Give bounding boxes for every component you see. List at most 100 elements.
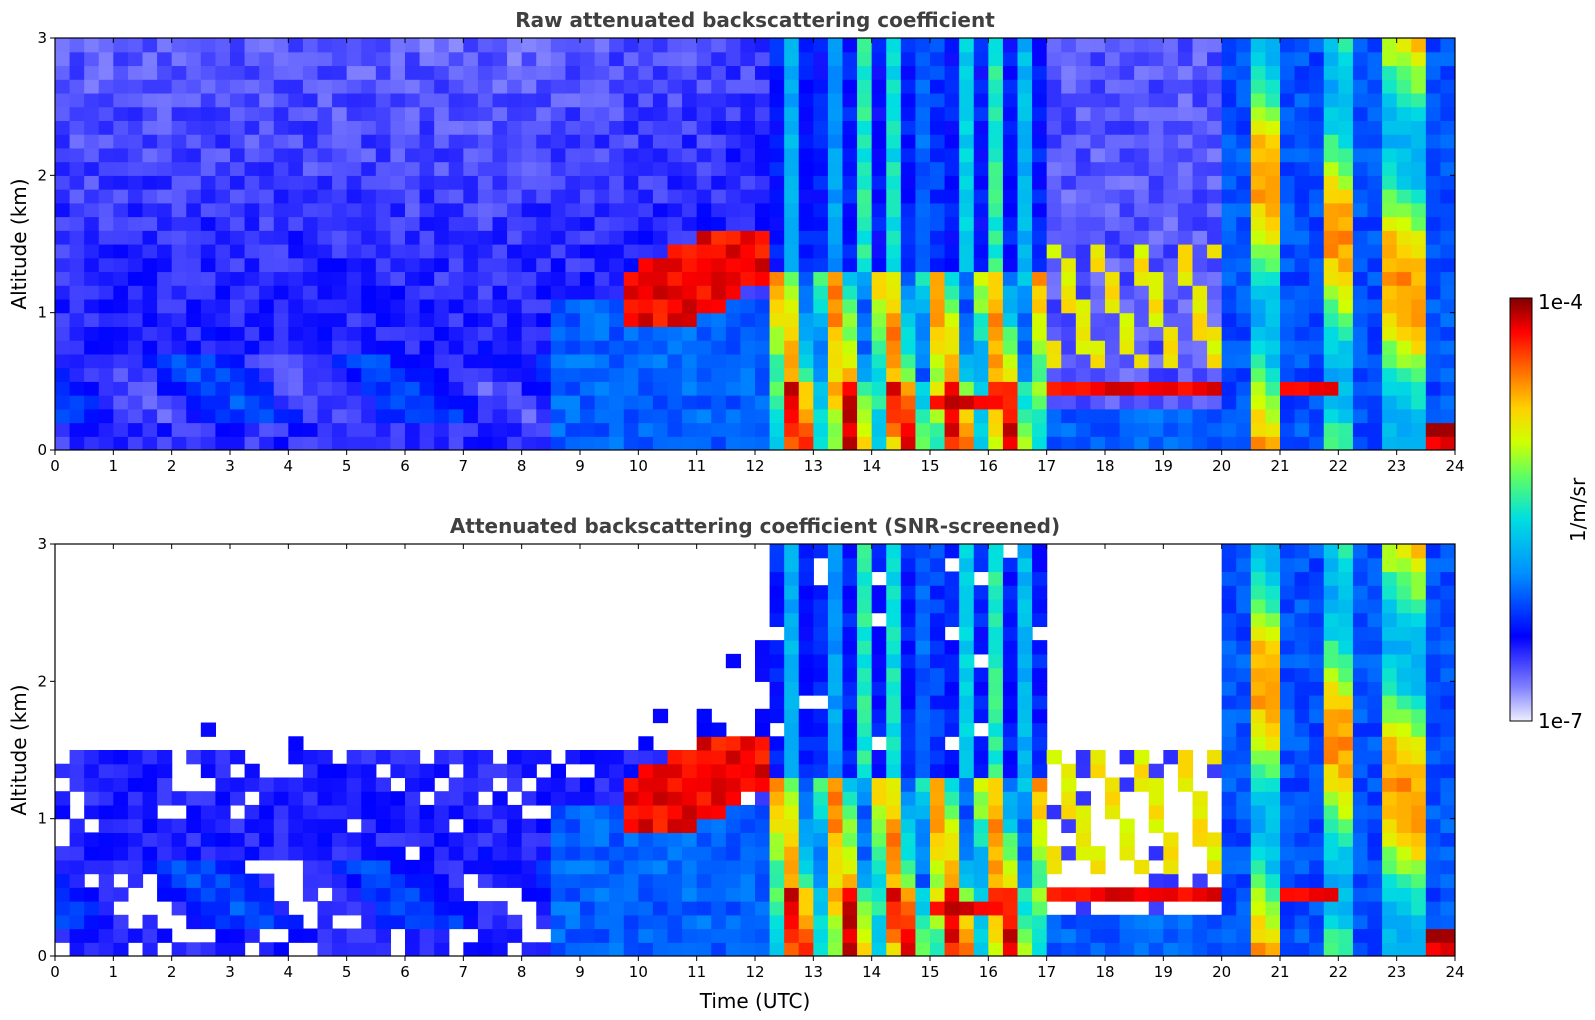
heatmap-cell bbox=[1032, 422, 1048, 437]
heatmap-cell bbox=[930, 257, 946, 273]
heatmap-cell bbox=[944, 846, 960, 861]
heatmap-cell bbox=[959, 79, 975, 94]
heatmap-cell bbox=[1090, 216, 1106, 231]
heatmap-cell bbox=[1265, 557, 1281, 573]
heatmap-cell bbox=[1177, 914, 1194, 930]
heatmap-cell bbox=[1119, 408, 1135, 424]
heatmap-cell bbox=[1046, 846, 1062, 861]
heatmap-cell bbox=[1134, 38, 1150, 53]
heatmap-cell bbox=[332, 832, 348, 847]
heatmap-cell bbox=[1075, 79, 1092, 94]
heatmap-cell bbox=[1250, 436, 1267, 450]
heatmap-cell bbox=[1382, 340, 1398, 355]
heatmap-cell bbox=[900, 695, 917, 710]
heatmap-cell bbox=[448, 230, 464, 245]
heatmap-cell bbox=[696, 722, 712, 737]
heatmap-cell bbox=[1192, 65, 1208, 80]
x-tick-label: 1 bbox=[109, 963, 119, 981]
heatmap-cell bbox=[244, 832, 260, 847]
heatmap-cell bbox=[1425, 832, 1442, 847]
heatmap-cell bbox=[740, 914, 756, 930]
heatmap-cell bbox=[55, 914, 71, 930]
heatmap-cell bbox=[711, 367, 727, 382]
heatmap-cell bbox=[1382, 120, 1398, 135]
heatmap-cell bbox=[1090, 189, 1106, 204]
heatmap-cell bbox=[900, 750, 917, 765]
heatmap-cell bbox=[1207, 65, 1223, 80]
heatmap-cell bbox=[302, 216, 319, 231]
heatmap-cell bbox=[1177, 367, 1194, 382]
heatmap-cell bbox=[332, 271, 348, 286]
heatmap-cell bbox=[900, 202, 917, 218]
heatmap-cell bbox=[886, 832, 902, 847]
heatmap-cell bbox=[594, 271, 610, 286]
heatmap-cell bbox=[988, 285, 1004, 300]
heatmap-cell bbox=[1367, 202, 1383, 218]
heatmap-cell bbox=[594, 65, 610, 80]
heatmap-cell bbox=[798, 708, 814, 724]
heatmap-cell bbox=[1425, 436, 1442, 450]
heatmap-cell bbox=[784, 695, 800, 710]
heatmap-cell bbox=[1280, 832, 1296, 847]
heatmap-cell bbox=[69, 818, 85, 833]
heatmap-cell bbox=[1265, 626, 1281, 641]
heatmap-cell bbox=[798, 134, 814, 149]
heatmap-cell bbox=[609, 408, 625, 424]
heatmap-cell bbox=[1338, 544, 1354, 559]
heatmap-cell bbox=[1177, 120, 1194, 135]
heatmap-cell bbox=[944, 422, 960, 437]
heatmap-cell bbox=[317, 381, 333, 396]
heatmap-cell bbox=[988, 189, 1004, 204]
heatmap-cell bbox=[580, 846, 596, 861]
heatmap-cell bbox=[1017, 653, 1033, 669]
heatmap-cell bbox=[973, 901, 989, 916]
heatmap-cell bbox=[1425, 640, 1442, 655]
heatmap-cell bbox=[798, 942, 814, 956]
heatmap-cell bbox=[1002, 51, 1019, 67]
heatmap-cell bbox=[915, 681, 931, 696]
heatmap-cell bbox=[1265, 942, 1281, 956]
heatmap-cell bbox=[448, 846, 464, 861]
heatmap-cell bbox=[317, 134, 333, 149]
heatmap-cell bbox=[1367, 92, 1383, 108]
heatmap-cell bbox=[1280, 230, 1296, 245]
heatmap-cell bbox=[667, 92, 683, 108]
heatmap-cell bbox=[69, 216, 85, 231]
heatmap-cell bbox=[1440, 271, 1455, 286]
heatmap-cell bbox=[1425, 367, 1442, 382]
heatmap-cell bbox=[886, 436, 902, 450]
heatmap-cell bbox=[477, 777, 494, 792]
heatmap-cell bbox=[1017, 736, 1033, 751]
heatmap-cell bbox=[55, 763, 71, 779]
heatmap-cell bbox=[1046, 216, 1062, 231]
heatmap-cell bbox=[1134, 422, 1150, 437]
heatmap-cell bbox=[696, 901, 712, 916]
heatmap-cell bbox=[346, 202, 362, 218]
heatmap-cell bbox=[871, 367, 887, 382]
heatmap-cell bbox=[405, 175, 421, 190]
heatmap-cell bbox=[594, 818, 610, 833]
heatmap-cell bbox=[900, 51, 917, 67]
heatmap-cell bbox=[1396, 230, 1412, 245]
heatmap-cell bbox=[944, 381, 960, 396]
heatmap-cell bbox=[959, 736, 975, 751]
heatmap-cell bbox=[419, 859, 435, 875]
heatmap-cell bbox=[827, 598, 844, 614]
heatmap-cell bbox=[667, 408, 683, 424]
heatmap-cell bbox=[98, 51, 114, 67]
heatmap-cell bbox=[55, 51, 71, 67]
heatmap-cell bbox=[1425, 667, 1442, 682]
heatmap-cell bbox=[1280, 147, 1296, 163]
heatmap-cell bbox=[521, 230, 537, 245]
heatmap-cell bbox=[302, 408, 319, 424]
heatmap-cell bbox=[827, 422, 844, 437]
heatmap-cell bbox=[1192, 51, 1208, 67]
heatmap-cell bbox=[1338, 353, 1354, 369]
heatmap-cell bbox=[813, 681, 829, 696]
heatmap-cell bbox=[1221, 695, 1237, 710]
heatmap-cell bbox=[1119, 326, 1135, 341]
heatmap-cell bbox=[84, 340, 100, 355]
heatmap-cell bbox=[1367, 846, 1383, 861]
heatmap-cell bbox=[434, 859, 450, 875]
heatmap-cell bbox=[740, 216, 756, 231]
